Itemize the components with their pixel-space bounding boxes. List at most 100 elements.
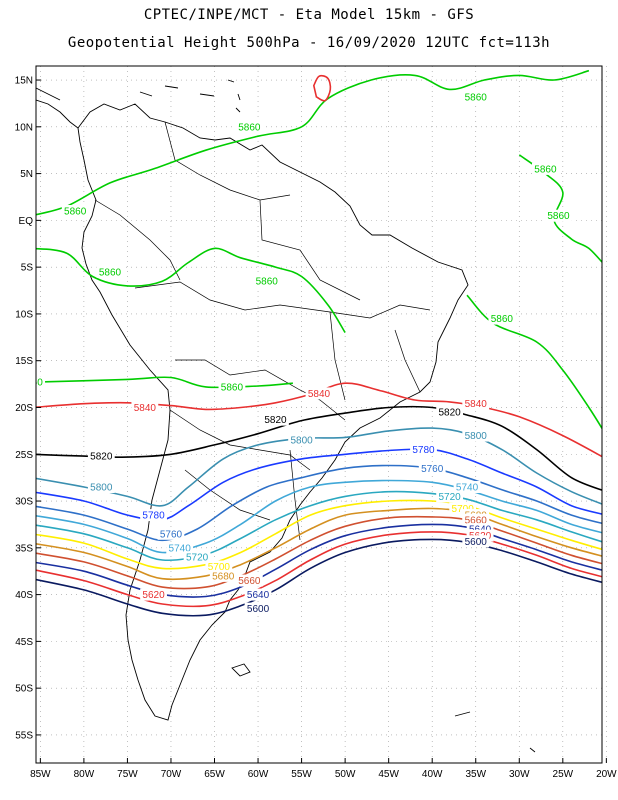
contour-5860 xyxy=(36,376,293,389)
contour-label: 5680 xyxy=(212,571,235,582)
contour-label: 5660 xyxy=(465,515,488,526)
contour-label-background xyxy=(462,513,490,526)
lat-tick-label: 20S xyxy=(15,403,33,414)
contour-label: 5820 xyxy=(264,415,287,426)
contour-5620 xyxy=(36,531,602,608)
map-title-line-1: CPTEC/INPE/MCT - Eta Model 15km - GFS xyxy=(143,7,475,23)
contour-5720 xyxy=(36,490,602,562)
contour-label: 5600 xyxy=(247,604,270,615)
contour-label: 5800 xyxy=(90,483,113,494)
contour-5860 xyxy=(36,69,590,216)
contour-label: 5620 xyxy=(142,590,165,601)
lon-tick-label: 75W xyxy=(117,769,138,780)
central-america-coastline xyxy=(36,87,79,129)
lat-tick-label: 10S xyxy=(15,309,33,320)
falkland-islands xyxy=(231,663,251,677)
contour-label: 5780 xyxy=(142,511,165,522)
contour-label-background xyxy=(436,406,464,419)
contour-label: 5860 xyxy=(21,378,44,389)
contour-label: 5840 xyxy=(465,399,488,410)
contour-label: 5720 xyxy=(438,492,461,503)
contour-label: 5720 xyxy=(186,553,209,564)
contour-label-background xyxy=(166,541,194,554)
contour-label-background xyxy=(305,387,333,400)
contour-5680 xyxy=(36,507,602,581)
contour-label: 5640 xyxy=(247,590,270,601)
contour-label: 5740 xyxy=(456,483,479,494)
lat-tick-label: 45S xyxy=(15,637,33,648)
contour-label: 5800 xyxy=(290,436,313,447)
contour-label-background xyxy=(61,205,89,218)
lon-tick-label: 50W xyxy=(335,769,356,780)
contour-label-background xyxy=(418,462,446,475)
country-borders xyxy=(94,121,431,541)
lat-tick-label: 30S xyxy=(15,497,33,508)
contour-label: 5660 xyxy=(238,576,261,587)
lon-tick-label: 55W xyxy=(291,769,312,780)
lat-tick-label: 55S xyxy=(15,730,33,741)
contour-label-background xyxy=(288,434,315,447)
contour-5860 xyxy=(36,247,346,334)
contour-5820 xyxy=(36,405,602,491)
contour-5700 xyxy=(36,499,602,570)
contour-label-background xyxy=(140,509,167,522)
contour-label-background xyxy=(87,450,115,463)
lat-tick-label: 10N xyxy=(15,122,33,133)
south-america-coastline xyxy=(77,103,469,721)
contour-5740 xyxy=(36,479,602,554)
contour-label: 5800 xyxy=(465,431,488,442)
lat-tick-label: 35S xyxy=(15,543,33,554)
lat-tick-label: EQ xyxy=(19,216,34,227)
contour-label: 5820 xyxy=(90,452,113,463)
contour-label-background xyxy=(462,535,490,548)
contour-label: 5780 xyxy=(412,445,435,456)
contour-label-background xyxy=(36,376,46,389)
contour-label: 5860 xyxy=(221,382,244,393)
lat-tick-label: 15S xyxy=(15,356,33,367)
geopotential-contours xyxy=(36,69,602,617)
lon-tick-label: 20W xyxy=(596,769,617,780)
contour-label-background xyxy=(183,551,211,564)
contour-label-background xyxy=(96,265,124,278)
contour-label: 5860 xyxy=(491,314,514,325)
contour-label-background xyxy=(205,560,233,573)
contour-5760 xyxy=(36,464,602,542)
contour-label-background xyxy=(253,275,281,288)
contour-label-background xyxy=(462,397,490,410)
contour-label: 5760 xyxy=(421,464,444,475)
lat-tick-label: 5S xyxy=(21,263,34,274)
plot-frame xyxy=(35,65,603,764)
contour-label: 5760 xyxy=(160,529,183,540)
contour-label-background xyxy=(218,380,246,393)
contour-label-background xyxy=(488,312,516,325)
contour-label-background xyxy=(244,602,272,615)
contour-label: 5860 xyxy=(99,267,122,278)
contour-5860 xyxy=(312,74,332,102)
lon-tick-label: 80W xyxy=(74,769,95,780)
lon-tick-label: 85W xyxy=(30,769,51,780)
contour-label-background xyxy=(545,209,572,222)
contour-label-background xyxy=(436,490,464,503)
graticule xyxy=(36,66,607,763)
contour-label-background xyxy=(140,588,167,601)
caribbean-islands xyxy=(139,79,241,113)
lon-tick-label: 65W xyxy=(204,769,225,780)
contour-5600 xyxy=(36,538,602,617)
contour-label: 5860 xyxy=(238,122,261,133)
lat-tick-label: 5N xyxy=(20,169,33,180)
lon-tick-label: 70W xyxy=(161,769,182,780)
map-title-line-2: Geopotential Height 500hPa - 16/09/2020 … xyxy=(67,35,551,51)
contour-label-background xyxy=(453,481,481,494)
contour-label: 5860 xyxy=(465,92,488,103)
lon-tick-label: 60W xyxy=(248,769,269,780)
contour-label-background xyxy=(87,481,115,494)
contour-label: 5700 xyxy=(208,562,231,573)
contour-label: 5740 xyxy=(169,543,192,554)
lat-tick-label: 25S xyxy=(15,450,33,461)
contour-label: 5860 xyxy=(534,164,557,175)
contour-label: 5820 xyxy=(438,408,461,419)
contour-label-background xyxy=(235,120,263,133)
contour-label: 5600 xyxy=(465,537,488,548)
contour-label-background xyxy=(235,574,263,587)
